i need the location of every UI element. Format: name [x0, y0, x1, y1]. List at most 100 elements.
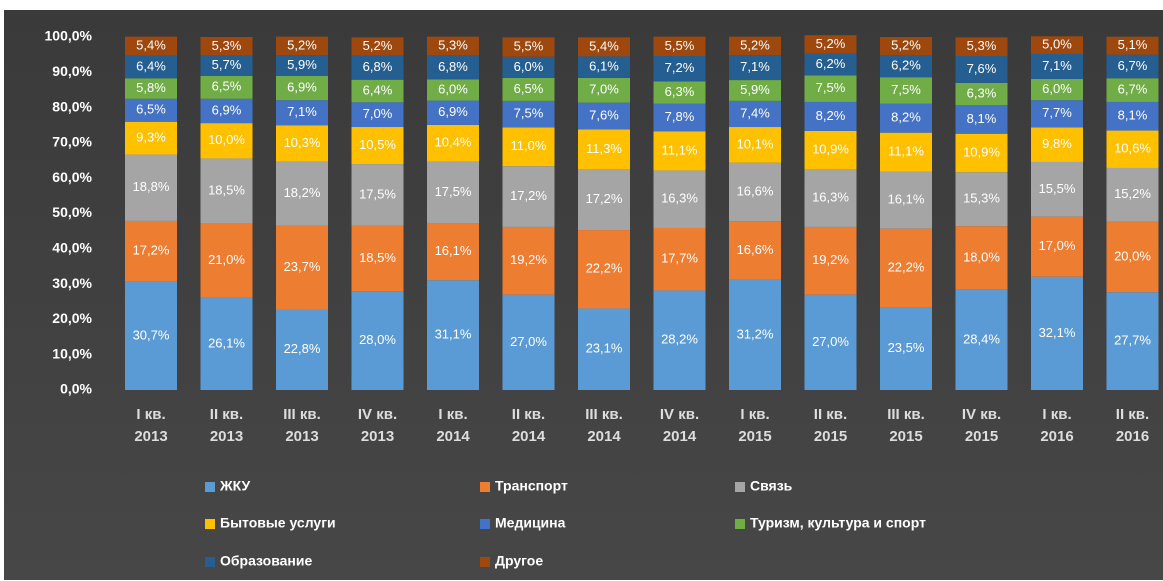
- bar-segment: [200, 297, 253, 390]
- x-tick-label: III кв. 2013: [283, 406, 321, 445]
- value-label: 7,0%: [589, 82, 619, 97]
- legend-swatch: [205, 557, 215, 567]
- value-label: 6,7%: [1118, 58, 1148, 73]
- bar-segment: [653, 103, 706, 132]
- bar-segment: [502, 127, 555, 167]
- bar-segment: [351, 79, 404, 103]
- value-label: 18,5%: [359, 250, 396, 265]
- bar-segment: [955, 289, 1008, 390]
- bar-segment: [729, 127, 781, 163]
- value-label: 16,6%: [737, 242, 774, 257]
- legend-swatch: [480, 482, 490, 492]
- bar-segment: [1031, 127, 1083, 162]
- y-tick-label: 40,0%: [52, 240, 92, 256]
- legend-label: Другое: [495, 553, 543, 569]
- bar-segment: [578, 77, 630, 103]
- x-tick-label: I кв. 2014: [436, 406, 470, 445]
- value-label: 23,1%: [586, 341, 623, 356]
- bar-segment: [804, 169, 857, 227]
- value-label: 6,0%: [438, 81, 468, 96]
- bar-segment: [125, 55, 177, 79]
- value-label: 18,5%: [208, 183, 245, 198]
- bar-segment: [729, 100, 781, 128]
- value-label: 7,2%: [665, 60, 695, 75]
- bar-segment: [502, 56, 555, 78]
- legend-swatch: [735, 519, 745, 529]
- legend-label: Образование: [220, 553, 312, 569]
- value-label: 6,5%: [212, 79, 242, 94]
- x-tick-label: II кв. 2016: [1115, 406, 1150, 445]
- value-label: 5,7%: [212, 57, 242, 72]
- value-label: 10,3%: [284, 135, 321, 150]
- value-label: 6,8%: [363, 59, 393, 74]
- value-label: 17,0%: [1039, 238, 1076, 253]
- y-tick-label: 90,0%: [52, 63, 92, 79]
- bar-segment: [653, 290, 706, 390]
- bar-segment: [880, 228, 932, 308]
- bar-segment: [1031, 276, 1083, 390]
- bar-segment: [276, 36, 328, 56]
- bar-segment: [955, 56, 1008, 83]
- value-label: 6,4%: [136, 58, 166, 73]
- bar-segment: [653, 131, 706, 171]
- bar-segment: [578, 308, 630, 390]
- value-label: 5,2%: [363, 38, 393, 53]
- y-tick-label: 80,0%: [52, 98, 92, 114]
- value-label: 7,6%: [967, 61, 997, 76]
- value-label: 17,5%: [435, 184, 472, 199]
- value-label: 32,1%: [1039, 325, 1076, 340]
- value-label: 10,5%: [359, 137, 396, 152]
- bar-segment: [200, 223, 253, 298]
- value-label: 21,0%: [208, 252, 245, 267]
- bar-segment: [200, 37, 253, 56]
- value-label: 5,3%: [438, 37, 468, 52]
- bar-segment: [804, 294, 857, 390]
- value-label: 19,2%: [812, 252, 849, 267]
- value-label: 15,5%: [1039, 181, 1076, 196]
- value-label: 10,0%: [208, 132, 245, 147]
- bar-segment: [653, 81, 706, 104]
- value-label: 5,3%: [212, 38, 242, 53]
- bar-segment: [955, 226, 1008, 290]
- value-label: 10,1%: [737, 136, 774, 151]
- value-label: 6,4%: [363, 82, 393, 97]
- x-tick-label: IV кв. 2013: [357, 406, 398, 445]
- bar-segment: [427, 280, 479, 390]
- bar-segment: [729, 221, 781, 280]
- value-label: 20,0%: [1114, 248, 1151, 263]
- y-tick-label: 0,0%: [60, 381, 92, 397]
- bar-segment: [578, 37, 630, 57]
- bar-segment: [729, 279, 781, 390]
- bar-segment: [351, 127, 404, 165]
- value-label: 28,0%: [359, 332, 396, 347]
- value-label: 18,8%: [133, 179, 170, 194]
- bar-segment: [351, 102, 404, 128]
- value-label: 17,2%: [133, 243, 170, 258]
- value-label: 5,5%: [665, 38, 695, 53]
- y-tick-label: 30,0%: [52, 275, 92, 291]
- legend-label: ЖКУ: [219, 478, 251, 494]
- value-label: 5,2%: [816, 36, 846, 51]
- value-label: 7,0%: [363, 106, 393, 121]
- value-label: 5,2%: [891, 38, 921, 53]
- bar-segment: [502, 37, 555, 57]
- x-tick-label: I кв. 2016: [1040, 406, 1074, 445]
- value-label: 11,1%: [888, 144, 924, 159]
- bar-segment: [729, 36, 781, 56]
- value-label: 7,6%: [589, 108, 619, 123]
- value-label: 6,9%: [438, 104, 468, 119]
- bar-segment: [1106, 221, 1159, 293]
- value-label: 16,1%: [888, 192, 925, 207]
- bar-segment: [502, 226, 555, 295]
- value-label: 6,8%: [438, 59, 468, 74]
- value-label: 7,4%: [740, 105, 770, 120]
- value-label: 7,5%: [891, 82, 921, 97]
- value-label: 5,9%: [740, 82, 770, 97]
- value-label: 11,3%: [586, 141, 622, 156]
- bar-segment: [1031, 216, 1083, 277]
- bar-segment: [427, 100, 479, 125]
- x-tick-label: II кв. 2015: [813, 406, 848, 445]
- bar-segment: [1031, 36, 1083, 54]
- legend-label: Бытовые услуги: [220, 515, 336, 531]
- bar-segment: [1031, 53, 1083, 80]
